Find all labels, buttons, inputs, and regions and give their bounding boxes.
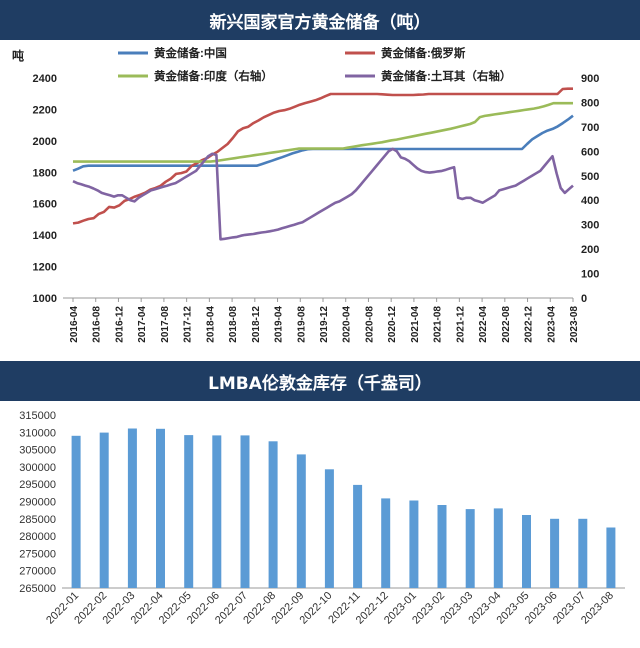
x-tick-label: 2022-12 — [524, 306, 535, 343]
chart2-axes: 265000 270000 275000 280000 285000 290000 2950… — [19, 410, 625, 627]
right-tick-label: 500 — [581, 171, 599, 183]
bar-2022-01 — [71, 435, 81, 588]
x-tick-label: 2018-12 — [251, 306, 262, 343]
y-tick-label: 300000 — [19, 462, 56, 474]
y-tick-label: 315000 — [19, 410, 56, 422]
bar-2023-03 — [465, 509, 475, 588]
y-tick-label: 280000 — [19, 531, 56, 543]
y-tick-label: 305000 — [19, 445, 56, 457]
x-tick-label: 2020-12 — [387, 306, 398, 343]
series-line-3 — [72, 147, 574, 241]
x-tick-label: 2020-08 — [364, 306, 375, 343]
left-tick-label: 1000 — [33, 293, 57, 305]
bar-2023-06 — [550, 518, 560, 588]
x-tick-label: 2022-08 — [501, 306, 512, 343]
y-tick-label: 265000 — [19, 583, 56, 595]
left-tick-label: 2200 — [33, 104, 57, 116]
left-tick-label: 1800 — [33, 167, 57, 179]
x-tick-label: 2023-04 — [546, 306, 557, 343]
right-tick-label: 400 — [581, 195, 599, 207]
x-tick-label: 2020-04 — [342, 306, 353, 343]
y-tick-label: 270000 — [19, 566, 56, 578]
x-tick-label: 2018-04 — [205, 306, 216, 343]
x-tick-label: 2016-08 — [92, 306, 103, 343]
bar-2023-01 — [409, 500, 419, 588]
x-tick-label: 2021-04 — [410, 306, 421, 343]
x-tick-label: 2016-04 — [69, 306, 80, 343]
y-tick-label: 295000 — [19, 479, 56, 491]
chart2-bars — [71, 428, 616, 588]
bar-2022-08 — [268, 441, 278, 588]
bar-2022-09 — [296, 454, 306, 588]
x-tick-label: 2021-08 — [433, 306, 444, 343]
chart1-title: 新兴国家官方黄金储备（吨） — [0, 0, 640, 40]
bar-2022-11 — [353, 484, 363, 588]
x-tick-label: 2019-12 — [319, 306, 330, 343]
x-tick-label: 2023-08 — [569, 306, 580, 343]
bar-2023-02 — [437, 505, 447, 588]
right-tick-label: 900 — [581, 73, 599, 85]
chart1-axes: 1000 1200 1400 1600 1800 2000 2200 2400 0 100 200 3… — [33, 73, 600, 343]
left-tick-label: 2400 — [33, 73, 57, 85]
x-tick-label: 2021-12 — [455, 306, 466, 343]
series-line-1 — [72, 87, 573, 225]
bar-2023-07 — [578, 518, 588, 588]
right-tick-label: 600 — [581, 146, 599, 158]
chart1-series-lines — [72, 87, 574, 241]
legend-label-3: 黄金储备:土耳其（右轴） — [381, 69, 511, 83]
bar-2022-07 — [240, 435, 250, 588]
legend-label-0: 黄金储备:中国 — [154, 46, 227, 60]
y-tick-label: 310000 — [19, 427, 56, 439]
y-tick-label: 290000 — [19, 497, 56, 509]
y-tick-label: 285000 — [19, 514, 56, 526]
right-tick-label: 700 — [581, 122, 599, 134]
bar-2022-12 — [381, 498, 391, 588]
x-tick-label: 2017-04 — [137, 306, 148, 343]
x-tick-label: 2018-08 — [228, 306, 239, 343]
chart2-title: LMBA伦敦金库存（千盎司） — [0, 361, 640, 401]
right-tick-label: 200 — [581, 244, 599, 256]
bar-2023-08 — [606, 527, 616, 588]
left-tick-label: 2000 — [33, 136, 57, 148]
left-axis-unit-label: 吨 — [12, 48, 24, 63]
left-tick-label: 1400 — [33, 230, 57, 242]
right-tick-label: 0 — [581, 293, 587, 305]
legend-label-2: 黄金储备:印度（右轴） — [154, 69, 273, 83]
bar-2022-02 — [99, 432, 109, 588]
x-tick-label: 2017-08 — [160, 306, 171, 343]
x-tick-label: 2016-12 — [114, 306, 125, 343]
legend-label-1: 黄金储备:俄罗斯 — [381, 46, 466, 60]
y-tick-label: 275000 — [19, 548, 56, 560]
right-tick-label: 800 — [581, 97, 599, 109]
lbma-bar-chart: 265000 270000 275000 280000 285000 290000 2950… — [19, 410, 625, 627]
bar-2022-05 — [184, 435, 194, 588]
right-tick-label: 300 — [581, 220, 599, 232]
left-tick-label: 1200 — [33, 262, 57, 274]
left-tick-label: 1600 — [33, 199, 57, 211]
series-line-2 — [73, 101, 573, 163]
bar-2022-10 — [324, 469, 334, 588]
bar-2022-04 — [156, 428, 165, 588]
right-tick-label: 100 — [581, 269, 599, 281]
x-tick-label: 2022-04 — [478, 306, 489, 343]
bar-2023-05 — [522, 515, 531, 588]
x-tick-label: 2017-12 — [183, 306, 194, 343]
x-tick-label: 2019-08 — [296, 306, 307, 343]
bar-2023-04 — [493, 508, 503, 588]
bar-2022-06 — [212, 435, 222, 588]
bar-2022-03 — [127, 428, 137, 588]
x-tick-label: 2019-04 — [274, 306, 285, 343]
